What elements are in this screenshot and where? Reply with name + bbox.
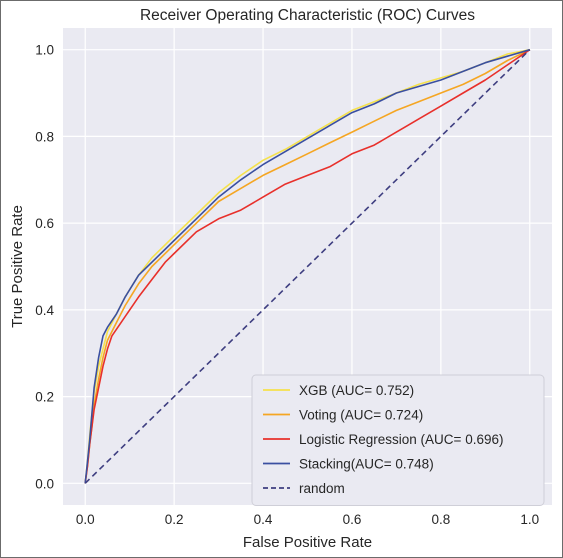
legend-label: XGB (AUC= 0.752): [299, 383, 414, 398]
x-tick-label: 0.8: [431, 512, 450, 527]
y-tick-label: 0.8: [35, 129, 54, 144]
x-tick-label: 1.0: [520, 512, 539, 527]
legend: XGB (AUC= 0.752) Voting (AUC= 0.724) Logis…: [251, 374, 545, 506]
chart-title: Receiver Operating Characteristic (ROC) …: [140, 7, 475, 24]
x-tick-label: 0.0: [76, 512, 95, 527]
series-line-2: [84, 49, 531, 484]
legend-label: Logistic Regression (AUC= 0.696): [299, 432, 503, 447]
x-axis-label: False Positive Rate: [243, 534, 372, 551]
legend-box: [251, 374, 545, 506]
x-tick-label: 0.4: [254, 512, 273, 527]
series-layer: [84, 48, 531, 484]
legend-label: Stacking(AUC= 0.748): [299, 457, 434, 472]
legend-label: random: [299, 481, 345, 496]
y-tick-label: 1.0: [35, 43, 54, 58]
legend-label: Voting (AUC= 0.724): [299, 408, 423, 423]
y-tick-label: 0.4: [35, 303, 54, 318]
y-tick-label: 0.0: [35, 476, 54, 491]
series-line-1: [84, 48, 531, 484]
y-tick-label: 0.6: [35, 216, 54, 231]
tick-labels: 0.0 0.2 0.4 0.6 0.8 1.0 0.0 0.2 0.4 0.6 0.8 1.0: [35, 43, 539, 527]
series-line-4: [84, 49, 531, 484]
y-tick-label: 0.2: [35, 390, 54, 405]
y-axis-label: True Positive Rate: [9, 205, 26, 328]
x-tick-label: 0.6: [343, 512, 362, 527]
series-line-3: [84, 48, 531, 484]
series-line-0: [84, 48, 530, 484]
x-tick-label: 0.2: [165, 512, 184, 527]
